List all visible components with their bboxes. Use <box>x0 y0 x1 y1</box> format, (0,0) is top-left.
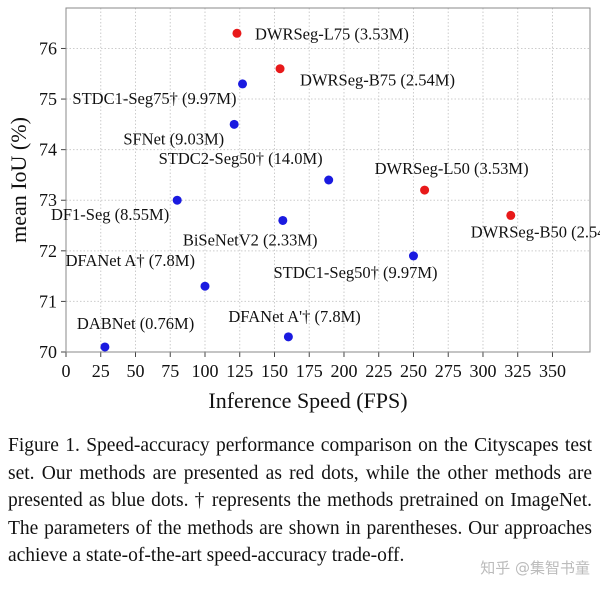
point-label: SFNet (9.03M) <box>123 129 224 148</box>
x-tick-label: 150 <box>261 361 288 381</box>
plot-frame <box>65 7 591 353</box>
y-tick-label: 74 <box>39 140 57 160</box>
x-axis-label: Inference Speed (FPS) <box>208 388 407 413</box>
y-tick-label: 72 <box>39 241 57 261</box>
point-label: STDC2-Seg50† (14.0M) <box>159 149 323 168</box>
x-tick-label: 200 <box>330 361 357 381</box>
point-label: DWRSeg-B75 (2.54M) <box>300 71 455 90</box>
data-point <box>275 64 285 74</box>
x-tick-label: 100 <box>191 361 218 381</box>
y-axis-label: mean IoU (%) <box>6 117 31 243</box>
y-tick-label: 75 <box>39 89 57 109</box>
point-label: DFANet A'† (7.8M) <box>228 307 360 326</box>
x-tick-label: 350 <box>539 361 566 381</box>
data-point <box>506 210 516 220</box>
x-tick-label: 50 <box>126 361 144 381</box>
point-label: BiSeNetV2 (2.33M) <box>183 230 318 249</box>
x-tick-label: 0 <box>62 361 71 381</box>
data-point <box>200 281 210 291</box>
figure-caption: Figure 1. Speed-accuracy performance com… <box>8 435 592 566</box>
point-label: STDC1-Seg50† (9.97M) <box>273 263 437 282</box>
point-label: DWRSeg-L50 (3.53M) <box>375 159 529 178</box>
data-point <box>324 175 334 185</box>
x-tick-label: 25 <box>92 361 110 381</box>
y-tick-label: 70 <box>39 342 57 362</box>
x-tick-label: 250 <box>400 361 427 381</box>
data-point <box>100 342 110 352</box>
data-point <box>283 332 293 342</box>
data-point <box>420 185 430 195</box>
data-point <box>172 195 182 205</box>
data-point <box>229 119 239 129</box>
point-label: DF1-Seg (8.55M) <box>51 205 169 224</box>
x-tick-label: 300 <box>469 361 496 381</box>
point-label: DABNet (0.76M) <box>77 314 194 333</box>
y-tick-label: 76 <box>39 38 57 58</box>
point-label: DWRSeg-L75 (3.53M) <box>255 24 409 43</box>
data-point <box>238 79 248 89</box>
data-point <box>408 251 418 261</box>
point-label: STDC1-Seg75† (9.97M) <box>72 89 236 108</box>
y-tick-label: 73 <box>39 190 57 210</box>
watermark: 知乎 @集智书童 <box>480 559 590 577</box>
x-tick-label: 275 <box>435 361 462 381</box>
point-label: DFANet A† (7.8M) <box>66 251 195 270</box>
point-label: DWRSeg-B50 (2.54M) <box>471 222 600 241</box>
x-tick-label: 325 <box>504 361 531 381</box>
data-point <box>232 28 242 38</box>
y-tick-label: 71 <box>39 291 57 311</box>
x-tick-label: 75 <box>161 361 179 381</box>
x-tick-label: 175 <box>296 361 323 381</box>
scatter-chart: 0 25 50 75 100 125 150 175 200 225 250 275 300 325 350… <box>6 7 600 413</box>
data-point <box>278 215 288 225</box>
x-tick-label: 225 <box>365 361 392 381</box>
x-tick-label: 125 <box>226 361 253 381</box>
